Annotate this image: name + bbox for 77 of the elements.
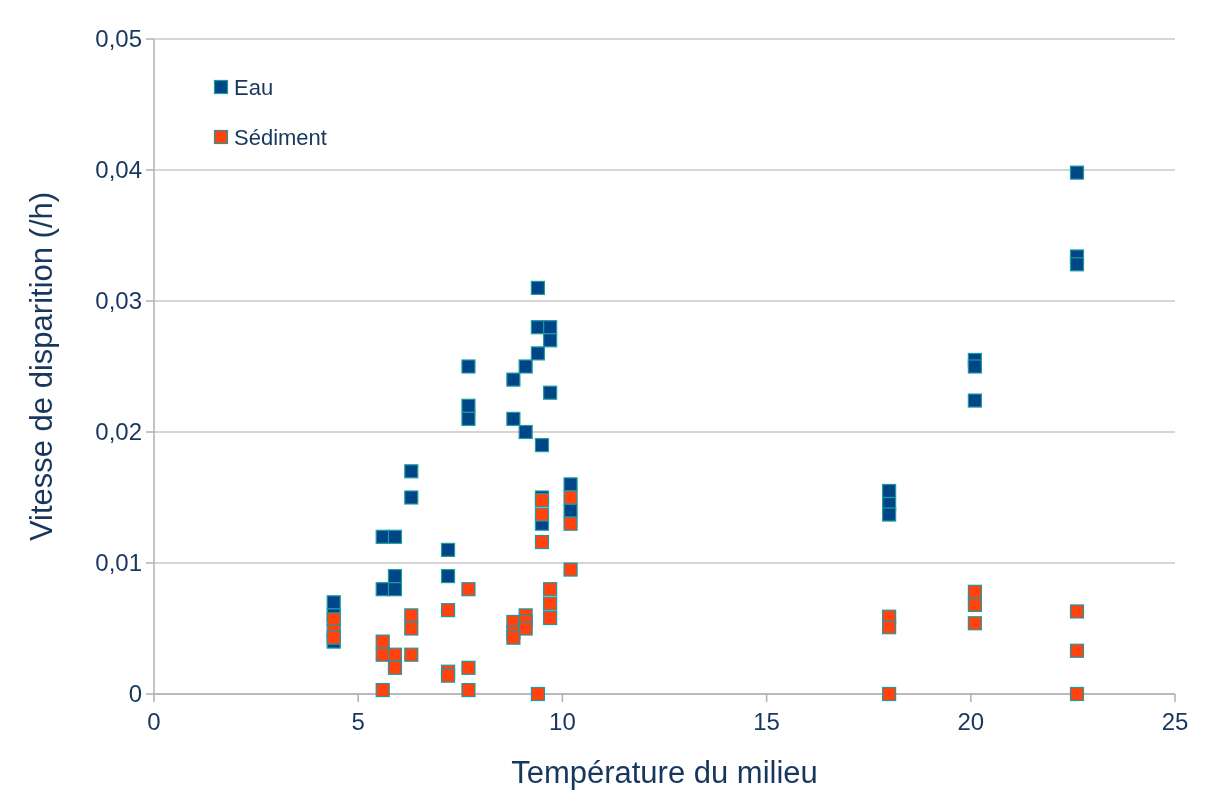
point xyxy=(387,660,403,675)
point xyxy=(404,621,419,636)
y-tick-label: 0 xyxy=(128,680,142,707)
point xyxy=(506,411,521,426)
point xyxy=(882,483,897,499)
point xyxy=(461,660,476,675)
point xyxy=(967,359,982,374)
point xyxy=(461,398,476,413)
y-tick-label: 0,05 xyxy=(95,25,142,52)
x-tick-label: 0 xyxy=(147,708,161,735)
x-tick-label: 5 xyxy=(351,708,365,735)
point xyxy=(461,411,476,426)
point xyxy=(967,597,982,613)
point xyxy=(543,582,558,597)
y-tick-label: 0,01 xyxy=(95,549,142,576)
point xyxy=(967,584,982,599)
point xyxy=(404,647,419,662)
x-axis-title: Température du milieu xyxy=(511,755,818,790)
point xyxy=(1069,165,1085,180)
point xyxy=(1069,604,1085,619)
point xyxy=(534,534,550,550)
point xyxy=(461,682,476,698)
point xyxy=(326,595,341,610)
point xyxy=(375,682,390,698)
point xyxy=(387,647,403,662)
y-axis-title: Vitesse de disparition (/h) xyxy=(24,191,59,542)
point xyxy=(882,507,897,522)
point xyxy=(506,630,521,645)
point xyxy=(404,490,419,505)
point xyxy=(543,385,558,400)
point xyxy=(404,464,419,479)
point xyxy=(563,490,578,505)
legend-label: Sédiment xyxy=(234,125,327,150)
point xyxy=(440,542,456,557)
point xyxy=(543,610,558,626)
point xyxy=(518,621,533,636)
x-tick-label: 25 xyxy=(1161,708,1189,735)
legend-label: Eau xyxy=(234,75,274,100)
point xyxy=(563,477,578,492)
point xyxy=(967,393,982,408)
point xyxy=(404,608,419,623)
point xyxy=(543,320,558,335)
point xyxy=(326,630,341,645)
x-tick-label: 20 xyxy=(957,708,985,735)
point xyxy=(440,569,456,584)
point xyxy=(1069,257,1085,272)
point xyxy=(1069,643,1085,658)
point xyxy=(440,603,456,618)
point xyxy=(882,686,897,702)
point xyxy=(518,424,533,440)
point xyxy=(563,562,578,577)
y-tick-label: 0,02 xyxy=(95,418,142,445)
point xyxy=(387,569,403,584)
point xyxy=(461,582,476,597)
point xyxy=(534,438,550,453)
point xyxy=(506,372,521,387)
x-tick-label: 15 xyxy=(753,708,780,735)
point xyxy=(387,582,403,597)
point xyxy=(530,346,545,361)
point xyxy=(882,620,897,635)
point xyxy=(1069,686,1085,702)
point xyxy=(518,359,533,374)
point xyxy=(543,333,558,348)
point xyxy=(534,507,550,522)
point xyxy=(563,516,578,531)
point xyxy=(461,359,476,374)
point xyxy=(543,596,558,611)
point xyxy=(530,686,545,702)
point xyxy=(530,280,545,295)
point xyxy=(440,668,456,683)
point xyxy=(563,503,578,518)
point xyxy=(967,616,982,631)
y-tick-label: 0,03 xyxy=(95,287,142,314)
x-tick-label: 10 xyxy=(549,708,576,735)
y-tick-label: 0,04 xyxy=(95,156,142,183)
point xyxy=(375,634,390,649)
point xyxy=(387,529,403,544)
